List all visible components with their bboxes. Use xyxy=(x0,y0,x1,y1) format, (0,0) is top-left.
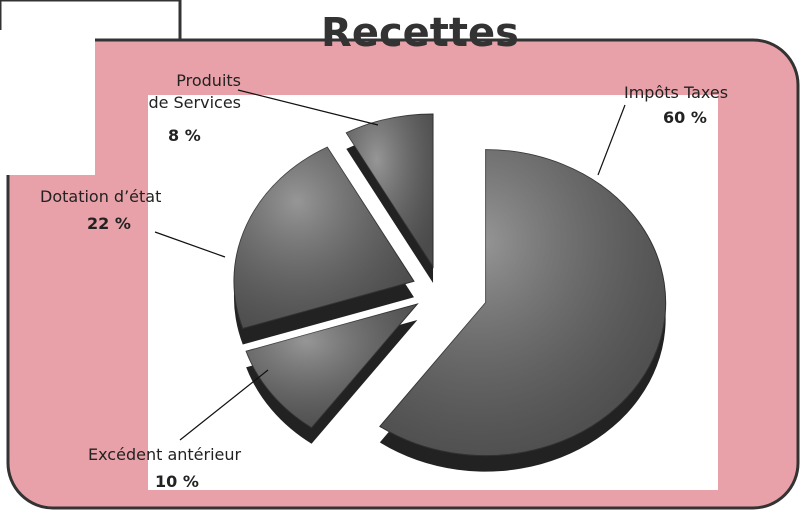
leader-line xyxy=(179,369,269,441)
slice-value-label: 10 % xyxy=(155,472,199,491)
slice-sheen xyxy=(246,303,418,428)
chart-title: Recettes xyxy=(321,10,519,56)
leader-line xyxy=(154,231,226,258)
slice-sheen xyxy=(379,149,666,456)
slice-label: Impôts Taxes xyxy=(624,83,729,102)
leaders xyxy=(154,89,626,441)
slice-label: Excédent antérieur xyxy=(88,445,242,464)
leader-line xyxy=(237,89,379,126)
leader-line xyxy=(597,104,626,176)
slice-label: Dotation d’état xyxy=(40,187,162,206)
slice-label: Produits de Services xyxy=(148,71,241,112)
pie xyxy=(233,113,667,472)
corner-inner xyxy=(0,30,95,175)
slice-value-label: 22 % xyxy=(87,214,131,233)
slice-sheen xyxy=(346,113,434,267)
slice-value-label: 8 % xyxy=(168,126,201,145)
slice-sheen xyxy=(233,147,414,329)
slice-value-label: 60 % xyxy=(663,108,707,127)
